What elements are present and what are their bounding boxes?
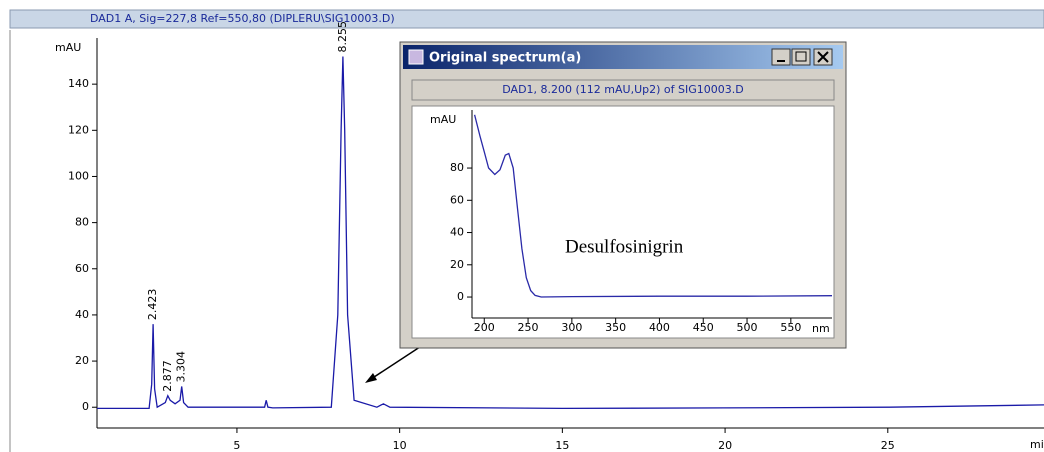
x-tick-label: 400 <box>649 321 670 334</box>
spectrum-plot: 0 20 40 60 80 200 250 300 350 400 450 500 550 <box>450 110 833 334</box>
x-tick-label: 550 <box>780 321 801 334</box>
x-tick-label: 10 <box>393 439 407 452</box>
y-tick-label: 0 <box>82 400 89 413</box>
x-tick-label: 350 <box>605 321 626 334</box>
y-tick-label: 120 <box>68 123 89 136</box>
spectrum-panel <box>411 105 835 339</box>
y-tick-label: 0 <box>457 290 464 303</box>
x-tick-label: 250 <box>518 321 539 334</box>
y-tick-label: 40 <box>75 308 89 321</box>
close-icon <box>817 51 829 63</box>
x-tick-label: 450 <box>693 321 714 334</box>
annotation: Desulfosinigrin <box>565 236 684 257</box>
x-tick-label: 20 <box>718 439 732 452</box>
chart-title: DAD1 A, Sig=227,8 Ref=550,80 (DIPLERU\SI… <box>90 12 395 25</box>
y-tick-label: 100 <box>68 169 89 182</box>
y-tick-label: 20 <box>75 354 89 367</box>
spectrum-title: DAD1, 8.200 (112 mAU,Up2) of SIG10003.D <box>502 83 743 96</box>
y-tick-label: 80 <box>75 216 89 229</box>
y-tick-label: 20 <box>450 258 464 271</box>
y-axis-label: mAU <box>55 41 81 54</box>
x-tick-label: 25 <box>881 439 895 452</box>
x-tick-label: 300 <box>561 321 582 334</box>
y-tick-label: 140 <box>68 77 89 90</box>
spectrum-window: Original spectrum(a) DAD1, 8.200 (112 mA… <box>399 41 847 349</box>
title-bar <box>9 9 1044 29</box>
y-tick-label: 40 <box>450 226 464 239</box>
x-axis-label: min <box>1030 438 1044 451</box>
x-tick-label: 5 <box>233 439 240 452</box>
peak-label: 2.877 <box>161 360 174 392</box>
maximize-icon <box>795 51 807 62</box>
spectrum-x-label: nm <box>812 322 830 335</box>
window-titlebar <box>403 45 843 69</box>
x-tick-label: 200 <box>474 321 495 334</box>
peak-label: 3.304 <box>175 351 188 383</box>
spectrum-header <box>411 79 835 101</box>
peak-label: 8.255 <box>336 21 349 53</box>
trace <box>473 114 833 298</box>
y-tick-label: 60 <box>75 262 89 275</box>
x-tick-label: 15 <box>555 439 569 452</box>
main-plot: 0 20 40 60 80 100 120 140 5 10 15 20 25 2.423 2.877 3.3… <box>68 21 1044 452</box>
arrow-head <box>365 373 377 383</box>
window-title: Original spectrum(a) <box>429 51 581 66</box>
window-icon <box>408 49 424 65</box>
maximize-button[interactable] <box>791 48 811 66</box>
y-tick-label: 80 <box>450 161 464 174</box>
spectrum-y-label: mAU <box>430 113 456 126</box>
peak-label: 2.423 <box>146 289 159 321</box>
trace <box>97 56 1044 410</box>
y-tick-label: 60 <box>450 193 464 206</box>
x-tick-label: 500 <box>737 321 758 334</box>
minimize-button[interactable] <box>771 48 791 66</box>
